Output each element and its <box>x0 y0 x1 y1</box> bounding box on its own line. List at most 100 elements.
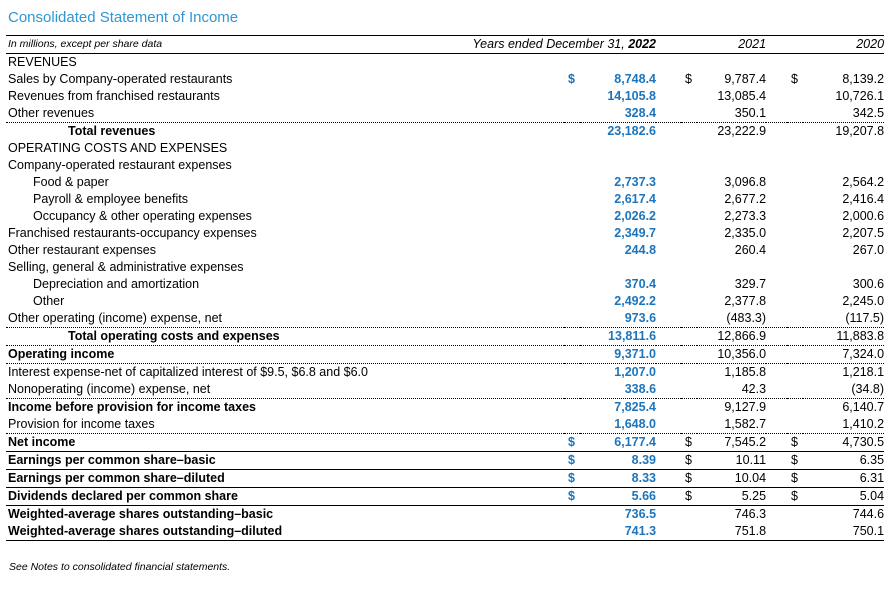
value-2021: 42.3 <box>697 381 767 399</box>
table-row: Provision for income taxes 1,648.0 1,582.7… <box>6 416 885 434</box>
currency-symbol-2022 <box>564 54 580 72</box>
currency-symbol-2020 <box>787 174 803 191</box>
row-label: Total operating costs and expenses <box>6 327 564 346</box>
table-row: Net income $6,177.4 $7,545.2 $4,730.5 <box>6 433 885 452</box>
value-2021: 10.04 <box>697 469 767 488</box>
value-2022 <box>580 157 656 174</box>
value-2021: 2,377.8 <box>724 294 767 308</box>
currency-symbol-2020 <box>787 523 804 541</box>
value-2020: 10,726.1 <box>835 89 885 103</box>
value-2020: 2,416.4 <box>842 192 885 206</box>
value-2021: 751.8 <box>697 523 767 541</box>
currency-symbol-2021 <box>681 523 698 541</box>
row-label: Food & paper <box>33 175 109 189</box>
currency-symbol-2021 <box>681 191 697 208</box>
value-2022: 5.66 <box>580 487 657 506</box>
value-2022: 1,207.0 <box>614 365 657 379</box>
value-2022: 23,182.6 <box>607 124 657 138</box>
currency-symbol-2022 <box>564 381 580 399</box>
currency-symbol-2021 <box>681 174 697 191</box>
value-2022: 8,748.4 <box>614 72 657 86</box>
currency-symbol-2021: $ <box>681 469 698 488</box>
value-2021: 9,127.9 <box>724 400 767 414</box>
currency-symbol-2022 <box>564 259 580 276</box>
spacer <box>656 71 681 88</box>
spacer <box>656 506 681 524</box>
currency-symbol-2022 <box>564 123 580 141</box>
value-2021: 23,222.9 <box>717 124 767 138</box>
value-2021: 329.7 <box>734 277 767 291</box>
spacer <box>656 327 682 346</box>
row-label: Operating income <box>6 345 564 364</box>
value-2020: 744.6 <box>852 507 885 521</box>
spacer <box>766 487 788 506</box>
spacer <box>766 191 787 208</box>
currency-symbol-2020: $ <box>791 72 798 86</box>
spacer <box>656 433 682 452</box>
period-label: Years ended December 31, 2022 <box>473 37 656 51</box>
spacer <box>656 191 681 208</box>
table-row: Weighted-average shares outstanding–dilu… <box>6 523 885 541</box>
section-heading: OPERATING COSTS AND EXPENSES <box>8 141 228 155</box>
value-2020: 342.5 <box>803 105 885 123</box>
value-2021: 10.11 <box>697 451 767 470</box>
row-label: Revenues from franchised restaurants <box>8 89 220 103</box>
value-2021: 350.1 <box>697 105 767 123</box>
currency-symbol-2020 <box>787 416 804 434</box>
table-row: Nonoperating (income) expense, net 338.6 4… <box>6 381 885 399</box>
currency-symbol-2022 <box>564 364 580 382</box>
income-statement-body: REVENUES Sales by Company-operated restau… <box>6 54 885 541</box>
table-row: Payroll & employee benefits 2,617.4 2,677.… <box>6 191 884 208</box>
currency-symbol-2021 <box>681 54 697 72</box>
currency-symbol-2022 <box>564 174 580 191</box>
table-row: Franchised restaurants-occupancy expense… <box>6 225 884 242</box>
currency-symbol-2021 <box>681 225 697 242</box>
value-2020: 7,324.0 <box>803 345 885 364</box>
value-2020: 6,140.7 <box>842 400 885 414</box>
currency-symbol-2022 <box>564 310 580 328</box>
currency-symbol-2022 <box>564 523 580 541</box>
spacer <box>766 345 788 364</box>
spacer <box>656 54 681 72</box>
currency-symbol-2022: $ <box>564 469 580 488</box>
table-row: Dividends declared per common share $5.66… <box>6 487 885 506</box>
spacer <box>766 310 788 328</box>
value-2021: 260.4 <box>734 243 767 257</box>
currency-symbol-2021: $ <box>681 487 698 506</box>
currency-symbol-2021 <box>681 276 697 293</box>
spacer <box>656 174 681 191</box>
spacer <box>766 276 787 293</box>
table-row: REVENUES <box>6 54 884 72</box>
spacer <box>766 242 787 259</box>
column-header-2021: 2021 <box>656 35 767 54</box>
spacer <box>766 381 788 399</box>
value-2021: 2,335.0 <box>724 226 767 240</box>
value-2021: 2,273.3 <box>724 209 767 223</box>
currency-symbol-2021 <box>681 293 697 310</box>
spacer <box>656 399 681 417</box>
value-2021 <box>697 140 766 157</box>
currency-symbol-2022: $ <box>564 433 580 452</box>
value-2020: (117.5) <box>803 310 885 328</box>
table-row: Total revenues 23,182.6 23,222.9 19,207.8 <box>6 123 884 141</box>
value-2020: 2,000.6 <box>842 209 885 223</box>
value-2020: 267.0 <box>852 243 885 257</box>
spacer <box>766 469 788 488</box>
value-2020: 2,207.5 <box>842 226 885 240</box>
spacer <box>656 364 681 382</box>
value-2022: 8.33 <box>580 469 657 488</box>
currency-symbol-2021 <box>681 399 697 417</box>
table-row: Depreciation and amortization 370.4 329.7 3… <box>6 276 884 293</box>
spacer <box>766 208 787 225</box>
currency-symbol-2020 <box>787 399 803 417</box>
value-2021: 13,085.4 <box>717 89 767 103</box>
value-2022: 2,349.7 <box>614 226 657 240</box>
spacer <box>766 433 788 452</box>
spacer <box>766 225 787 242</box>
row-label: Selling, general & administrative expens… <box>8 260 244 274</box>
table-row: Selling, general & administrative expens… <box>6 259 884 276</box>
value-2020: 2,245.0 <box>842 294 885 308</box>
currency-symbol-2020 <box>787 88 803 105</box>
section-heading: REVENUES <box>8 55 77 69</box>
income-statement-table: In millions, except per share data Years… <box>6 35 885 541</box>
